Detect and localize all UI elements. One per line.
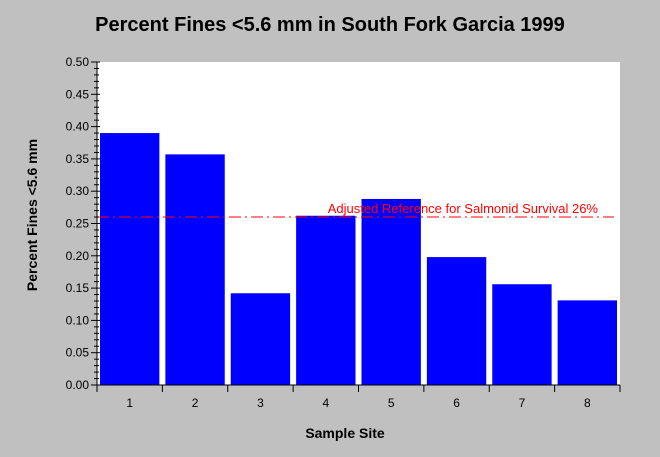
bar-4 <box>296 215 356 385</box>
y-tick-label: 0.45 <box>66 87 90 101</box>
bar-1 <box>100 133 160 385</box>
x-tick-label: 3 <box>257 396 264 410</box>
y-tick-label: 0.00 <box>66 378 90 392</box>
y-tick-label: 0.05 <box>66 346 90 360</box>
reference-line-group: Adjusted Reference for Salmonid Survival… <box>97 201 614 218</box>
y-tick-label: 0.10 <box>66 313 90 327</box>
x-tick-label: 4 <box>322 396 329 410</box>
x-axis-label: Sample Site <box>305 425 385 441</box>
bars-group <box>100 133 617 385</box>
y-tick-label: 0.30 <box>66 184 90 198</box>
y-tick-label: 0.35 <box>66 152 90 166</box>
chart-title: Percent Fines <5.6 mm in South Fork Garc… <box>95 14 565 36</box>
bar-6 <box>426 257 487 385</box>
y-tick-label: 0.40 <box>66 120 90 134</box>
x-tick-label: 1 <box>126 396 133 410</box>
x-tick-label: 2 <box>192 396 199 410</box>
axes-group: 0.00 0.05 0.10 0.15 0.20 0.25 0.30 0.35 0.40 0.45… <box>66 55 621 410</box>
reference-line-label: Adjusted Reference for Salmonid Survival… <box>328 201 599 216</box>
bar-7 <box>492 284 552 385</box>
y-tick-label: 0.20 <box>66 249 90 263</box>
bar-3 <box>230 293 291 385</box>
y-tick-label: 0.50 <box>66 55 90 69</box>
x-tick-label: 5 <box>388 396 395 410</box>
y-tick-label: 0.15 <box>66 281 90 295</box>
bar-2 <box>165 154 225 385</box>
x-tick-label: 7 <box>519 396 526 410</box>
x-tick-label: 8 <box>584 396 591 410</box>
bar-8 <box>557 300 617 385</box>
x-tick-label: 6 <box>453 396 460 410</box>
bar-5 <box>361 198 421 385</box>
y-tick-label: 0.25 <box>66 217 90 231</box>
